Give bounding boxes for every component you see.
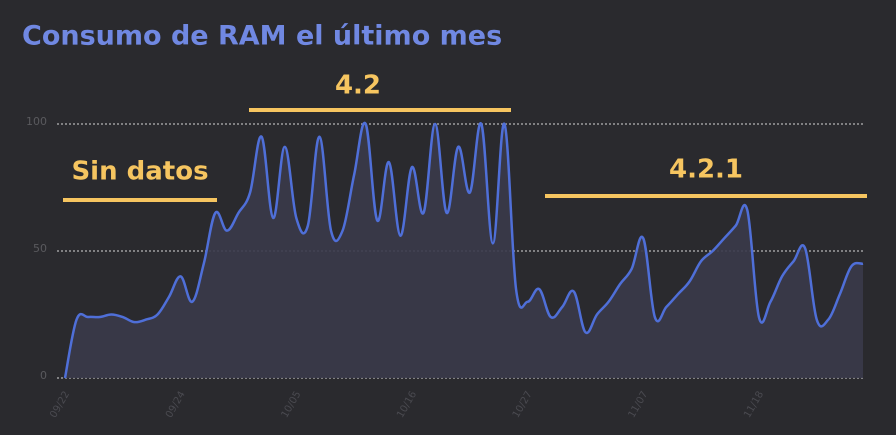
annotation: Sin datos <box>71 157 208 187</box>
chart-title: Consumo de RAM el último mes <box>22 21 502 52</box>
y-tick-label: 100 <box>26 115 47 128</box>
line <box>63 121 864 379</box>
y-tick-label: 0 <box>40 369 47 382</box>
y-tick-label: 50 <box>33 242 47 255</box>
annotation: 4.2 <box>335 71 381 101</box>
annotation: 4.2.1 <box>669 155 743 185</box>
